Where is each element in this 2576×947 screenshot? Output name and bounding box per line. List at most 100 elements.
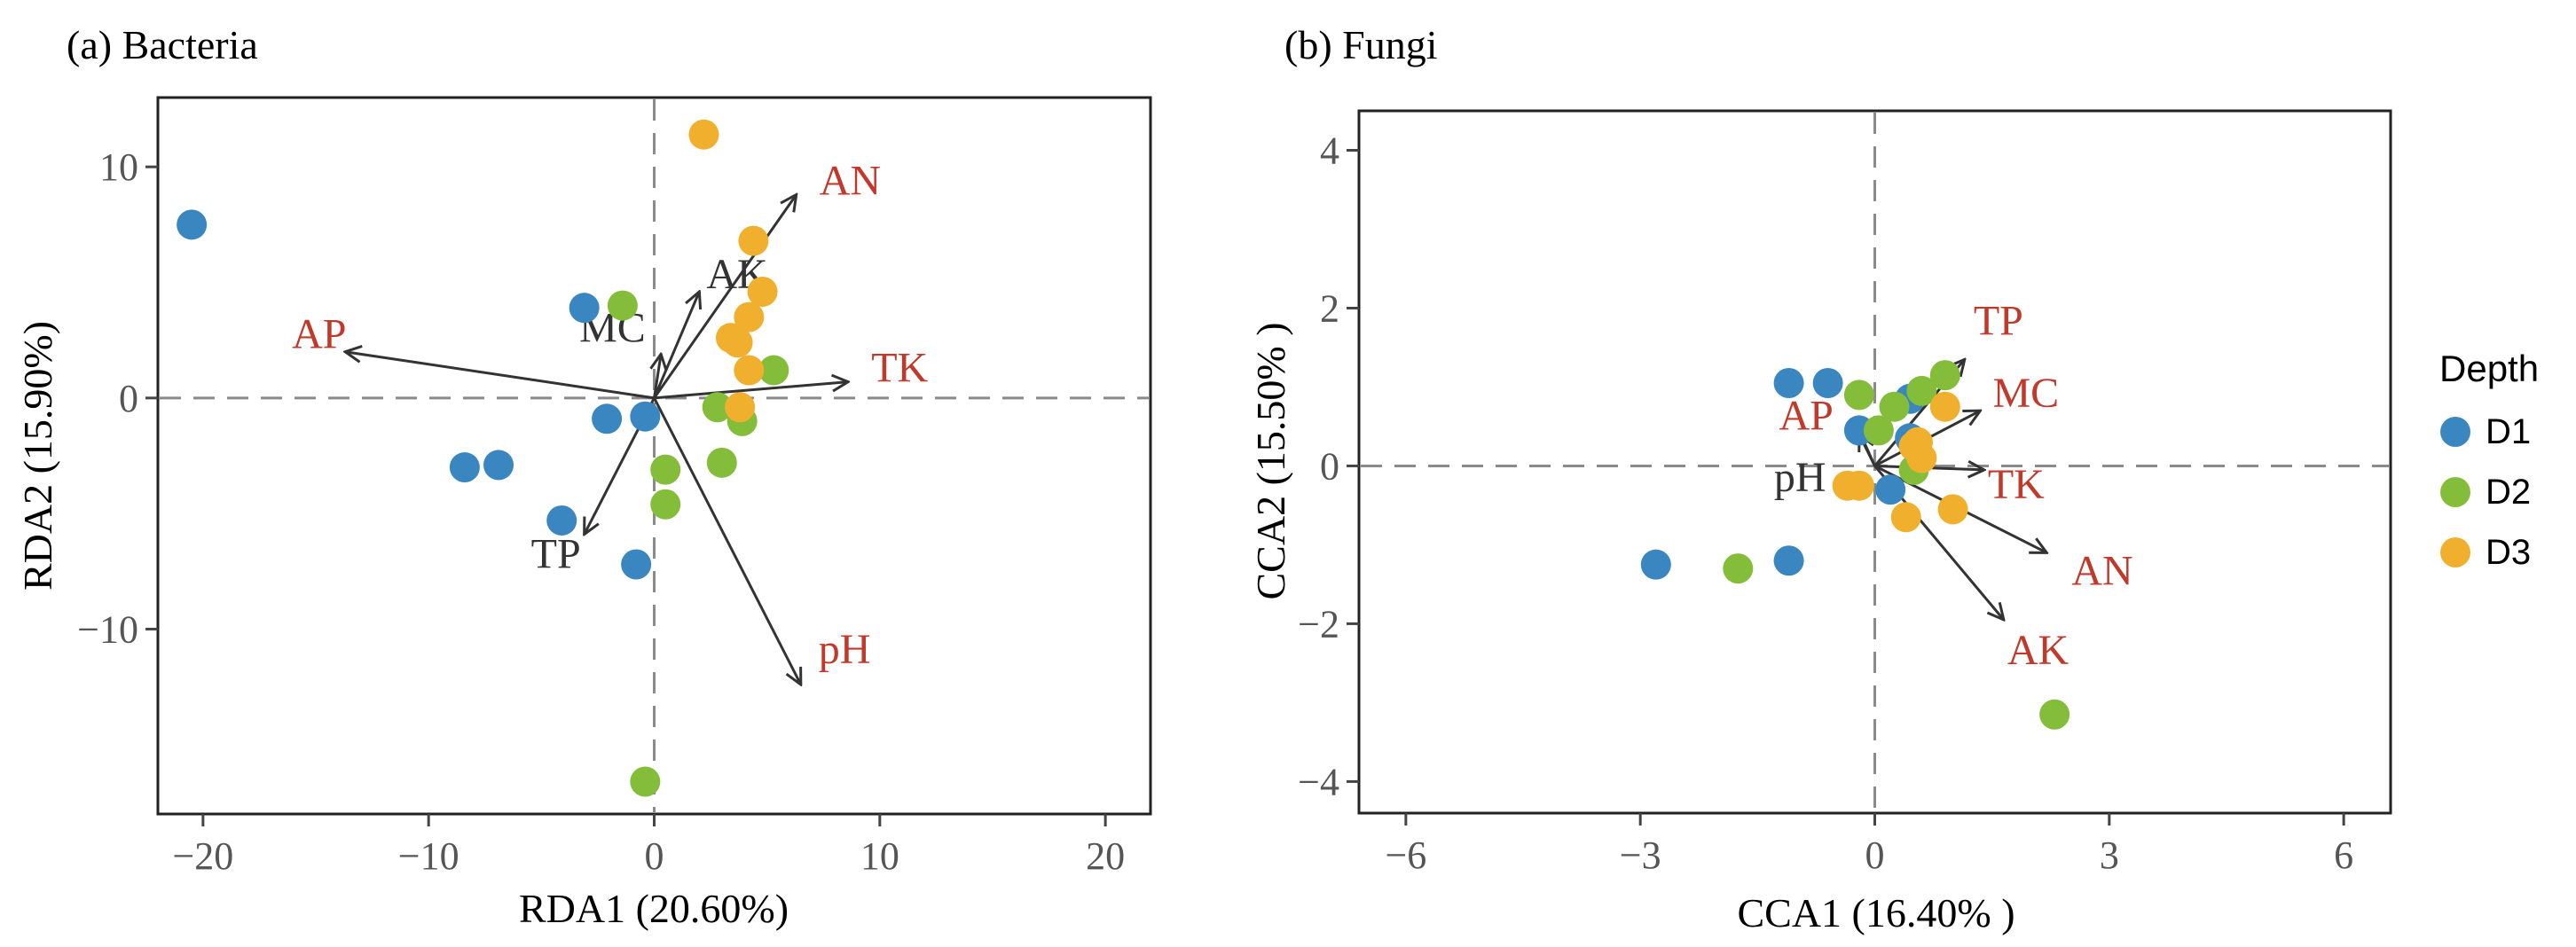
panel-a-x-tick-label: 10	[860, 834, 899, 878]
panel-b-vector-label-ap: AP	[1779, 393, 1833, 440]
panel-b-vector-label-ph: pH	[1774, 454, 1826, 501]
panel-b-x-tick-label: 6	[2334, 834, 2353, 877]
panel-a-point-d2	[706, 447, 737, 478]
panel-b-y-tick-label: −4	[1298, 760, 1339, 803]
panel-a-vector-label-tk: TK	[871, 345, 928, 392]
panel-a-point-d3	[738, 225, 769, 256]
panel-a-vector-label-ph: pH	[819, 626, 871, 673]
panel-b-x-axis-title: CCA1 (16.40% )	[1737, 890, 2014, 935]
panel-a-point-d2	[758, 355, 789, 386]
panel-b-axes: −6 −3 0 3 6 4 2 0 −2 −4	[1298, 129, 2353, 877]
panel-a-point-d1	[569, 293, 600, 324]
panel-a-y-axis-title: RDA2 (15.90%)	[15, 321, 60, 591]
panel-b-x-tick-label: −6	[1385, 834, 1426, 877]
panel-b-y-axis-title: CCA2 (15.50% )	[1248, 322, 1293, 599]
panel-a-points	[177, 119, 789, 797]
panel-b-point-d1	[1812, 368, 1843, 399]
panel-a-x-tick-label: −10	[398, 834, 459, 878]
panel-a-point-d3	[722, 327, 753, 358]
panel-b-point-d1	[1773, 368, 1804, 399]
panel-a-x-tick-label: 0	[645, 834, 664, 878]
panel-b-point-d1	[1773, 545, 1804, 576]
panel-a-vector-label-tp: TP	[531, 531, 581, 578]
panel-a-vector-mc	[655, 354, 662, 399]
panel-a-vector-ap	[345, 352, 655, 400]
panel-a-y-tick-label: 10	[99, 145, 138, 189]
panel-b-point-d3	[1890, 502, 1921, 533]
panel-a-title: (a) Bacteria	[67, 22, 258, 67]
panel-b-point-d1	[1640, 549, 1671, 580]
panel-a-point-d2	[630, 766, 661, 797]
panel-a-point-d3	[688, 119, 719, 150]
legend-swatch-d3	[2440, 537, 2470, 567]
legend-label-d1: D1	[2486, 412, 2531, 451]
panel-b-vector-label-mc: MC	[1992, 370, 2059, 417]
panel-b-vector-label-tp: TP	[1974, 297, 2023, 344]
panel-b-point-d2	[1879, 391, 1910, 422]
panel-b-x-tick-label: 3	[2100, 834, 2119, 877]
panel-b-point-d3	[1902, 427, 1933, 458]
panel-a-y-tick-label: 0	[119, 377, 138, 420]
panel-b-point-d2	[1929, 360, 1960, 391]
panel-b-vector-label-an: AN	[2071, 547, 2132, 594]
panel-b-y-tick-label: −2	[1298, 602, 1339, 646]
panel-a-point-d2	[650, 454, 681, 485]
panel-b-point-d3	[1843, 470, 1874, 501]
panel-b-point-d2	[2039, 699, 2070, 730]
legend-swatch-d1	[2440, 417, 2470, 447]
panel-a-axes: −20 −10 0 10 20 10 0 −10	[77, 145, 1125, 878]
panel-b-point-d2	[1906, 375, 1937, 406]
panel-a-point-d2	[702, 392, 733, 423]
panel-a-vector-an	[653, 194, 797, 399]
legend: Depth D1 D2 D3	[2439, 348, 2539, 572]
panel-b-point-d3	[1937, 494, 1968, 525]
panel-a-vector-tk	[654, 382, 849, 400]
panel-a-vector-label-ap: AP	[292, 311, 346, 358]
panel-a-vector-label-an: AN	[820, 157, 881, 204]
panel-b-point-d3	[1929, 391, 1960, 422]
panel-b-y-tick-label: 4	[1320, 129, 1339, 172]
panel-b-point-d2	[1723, 553, 1754, 584]
panel-b-vector-label-ak: AK	[2007, 627, 2069, 674]
panel-a-x-tick-label: 20	[1086, 834, 1125, 878]
panel-a-point-d1	[592, 403, 623, 434]
panel-a-point-d3	[734, 355, 765, 386]
panel-a-vector-ak	[653, 292, 700, 399]
panel-a-x-axis-title: RDA1 (20.60%)	[519, 886, 789, 931]
panel-a-x-tick-label: −20	[172, 834, 233, 878]
panel-a-point-d1	[630, 401, 661, 432]
panel-b-vector-label-tk: TK	[1988, 461, 2045, 508]
panel-b-point-d2	[1843, 380, 1874, 411]
panel-a-point-d3	[747, 276, 778, 307]
panel-a-vector-ph	[653, 397, 801, 685]
panel-a-point-d3	[734, 301, 765, 333]
panel-a-y-tick-label: −10	[77, 607, 138, 651]
panel-a-reference-lines	[160, 99, 1149, 812]
legend-label-d2: D2	[2486, 473, 2531, 512]
panel-b-points	[1640, 360, 2070, 730]
panel-a-point-d1	[483, 450, 514, 481]
panel-b-point-d2	[1863, 415, 1894, 446]
legend-title: Depth	[2439, 348, 2539, 389]
panel-a-point-d1	[546, 505, 577, 536]
panel-b-x-tick-label: −3	[1620, 834, 1661, 877]
panel-b-y-tick-label: 2	[1320, 286, 1339, 330]
panel-a-point-d3	[725, 392, 756, 423]
panel-a-point-d1	[177, 209, 208, 240]
panel-a-point-d2	[650, 489, 681, 520]
panel-a-point-d1	[449, 452, 480, 483]
panel-b-reference-lines	[1361, 113, 2389, 811]
panel-b-x-tick-label: 0	[1865, 834, 1885, 877]
panel-b-title: (b) Fungi	[1284, 22, 1438, 67]
legend-label-d3: D3	[2486, 533, 2531, 572]
panel-a-point-d1	[621, 549, 652, 580]
legend-swatch-d2	[2440, 477, 2470, 507]
panel-a-point-d2	[607, 290, 638, 321]
panel-b-y-tick-label: 0	[1320, 444, 1339, 488]
panel-b-point-d1	[1875, 474, 1906, 505]
